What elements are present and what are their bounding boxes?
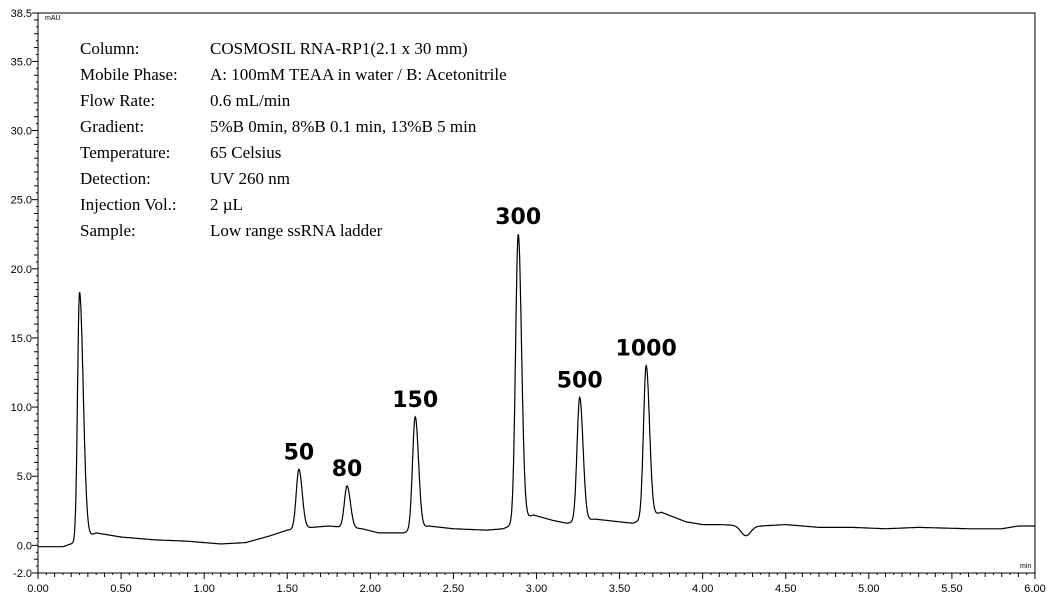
peak-label: 150 — [392, 388, 438, 413]
plot-frame — [37, 12, 1036, 574]
peak-label: 1000 — [616, 337, 677, 362]
y-tick-label: 30.0 — [11, 126, 32, 138]
x-tick-label: 1.00 — [193, 583, 214, 595]
condition-label: Injection Vol.: — [80, 195, 177, 214]
condition-value: Low range ssRNA ladder — [210, 221, 383, 240]
conditions-block: Column: COSMOSIL RNA-RP1(2.1 x 30 mm) Mobi… — [80, 39, 507, 240]
condition-value: UV 260 nm — [210, 169, 290, 188]
x-tick-label: 3.00 — [526, 583, 547, 595]
x-axis: 0.00 0.50 1.00 1.50 2.00 2.50 3.00 3.50 4.00 4.50… — [27, 573, 1046, 595]
condition-label: Column: — [80, 39, 140, 58]
y-axis: -2.0 0.0 5.0 10.0 15.0 20.0 25.0 30.0 35.0 38.5 — [11, 8, 38, 580]
condition-label: Sample: — [80, 221, 136, 240]
condition-label: Gradient: — [80, 117, 144, 136]
x-tick-label: 0.00 — [27, 583, 48, 595]
x-tick-label: 2.50 — [443, 583, 464, 595]
x-tick-label: 3.50 — [609, 583, 630, 595]
condition-value: A: 100mM TEAA in water / B: Acetonitrile — [210, 65, 507, 84]
y-tick-label: 5.0 — [17, 471, 32, 483]
condition-value: COSMOSIL RNA-RP1(2.1 x 30 mm) — [210, 39, 468, 58]
condition-label: Temperature: — [80, 143, 170, 162]
condition-label: Mobile Phase: — [80, 65, 178, 84]
x-tick-label: 0.50 — [110, 583, 131, 595]
x-tick-label: 5.00 — [858, 583, 879, 595]
condition-label: Detection: — [80, 169, 151, 188]
x-tick-label: 5.50 — [941, 583, 962, 595]
y-tick-label: 38.5 — [11, 8, 32, 20]
x-axis-unit-label: min — [1020, 563, 1031, 570]
y-axis-unit-label: mAU — [45, 15, 61, 22]
y-tick-label: 25.0 — [11, 195, 32, 207]
condition-value: 5%B 0min, 8%B 0.1 min, 13%B 5 min — [210, 117, 477, 136]
peak-label: 300 — [495, 205, 541, 230]
condition-value: 65 Celsius — [210, 143, 281, 162]
x-tick-label: 4.50 — [775, 583, 796, 595]
y-tick-label: 10.0 — [11, 402, 32, 414]
peak-label: 500 — [557, 368, 603, 393]
chromatogram-trace — [38, 234, 1035, 548]
x-tick-label: 6.00 — [1024, 583, 1045, 595]
y-tick-label: 15.0 — [11, 333, 32, 345]
peak-label: 80 — [332, 457, 363, 482]
condition-value: 0.6 mL/min — [210, 91, 291, 110]
y-tick-label: 0.0 — [17, 540, 32, 552]
condition-value: 2 µL — [210, 195, 243, 214]
x-tick-label: 4.00 — [692, 583, 713, 595]
x-tick-label: 1.50 — [277, 583, 298, 595]
y-tick-label: 20.0 — [11, 264, 32, 276]
x-tick-label: 2.00 — [360, 583, 381, 595]
condition-label: Flow Rate: — [80, 91, 155, 110]
y-tick-label: 35.0 — [11, 56, 32, 68]
peak-labels: 50 80 150 300 500 1000 — [284, 205, 677, 482]
peak-label: 50 — [284, 440, 315, 465]
y-tick-label: -2.0 — [13, 568, 32, 580]
